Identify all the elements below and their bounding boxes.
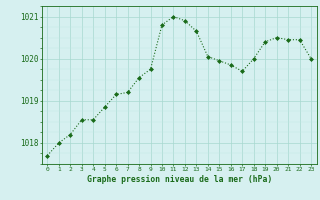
X-axis label: Graphe pression niveau de la mer (hPa): Graphe pression niveau de la mer (hPa) bbox=[87, 175, 272, 184]
